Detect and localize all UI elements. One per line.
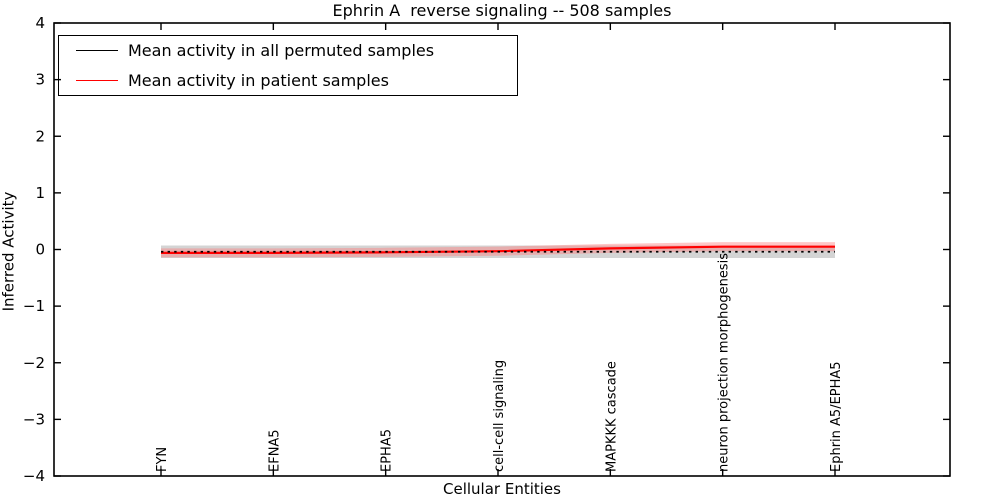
legend-label-patient: Mean activity in patient samples	[128, 70, 389, 90]
y-tick-label: 2	[35, 127, 45, 145]
x-tick-label: FYN	[155, 447, 170, 472]
legend-line-sample-permuted	[76, 50, 118, 52]
x-tick-label: MAPKKK cascade	[604, 361, 619, 472]
legend-label-permuted: Mean activity in all permuted samples	[128, 41, 435, 61]
y-tick-label: −2	[23, 354, 45, 372]
y-tick-label: −3	[23, 410, 45, 428]
y-tick-label: 4	[35, 14, 45, 32]
y-tick-label: 3	[35, 71, 45, 89]
y-tick-label: −1	[23, 297, 45, 315]
legend: Mean activity in all permuted samples Me…	[58, 35, 518, 96]
x-tick-label: EFNA5	[267, 429, 282, 472]
x-tick-label: neuron projection morphogenesis	[717, 253, 732, 472]
chart-title: Ephrin A reverse signaling -- 508 sample…	[332, 1, 672, 20]
legend-entry-permuted: Mean activity in all permuted samples	[59, 37, 517, 65]
y-tick-label: 0	[35, 241, 45, 259]
legend-line-sample-patient	[76, 79, 118, 81]
x-tick-label: EPHA5	[380, 429, 395, 472]
legend-entry-patient: Mean activity in patient samples	[59, 66, 517, 94]
y-tick-label: 1	[35, 184, 45, 202]
x-tick-label: Ephrin A5/EPHA5	[829, 361, 844, 472]
x-axis-label: Cellular Entities	[443, 480, 561, 498]
x-tick-label: cell-cell signaling	[492, 360, 507, 472]
y-tick-label: −4	[23, 467, 45, 485]
y-axis-label: Inferred Activity	[0, 191, 18, 312]
